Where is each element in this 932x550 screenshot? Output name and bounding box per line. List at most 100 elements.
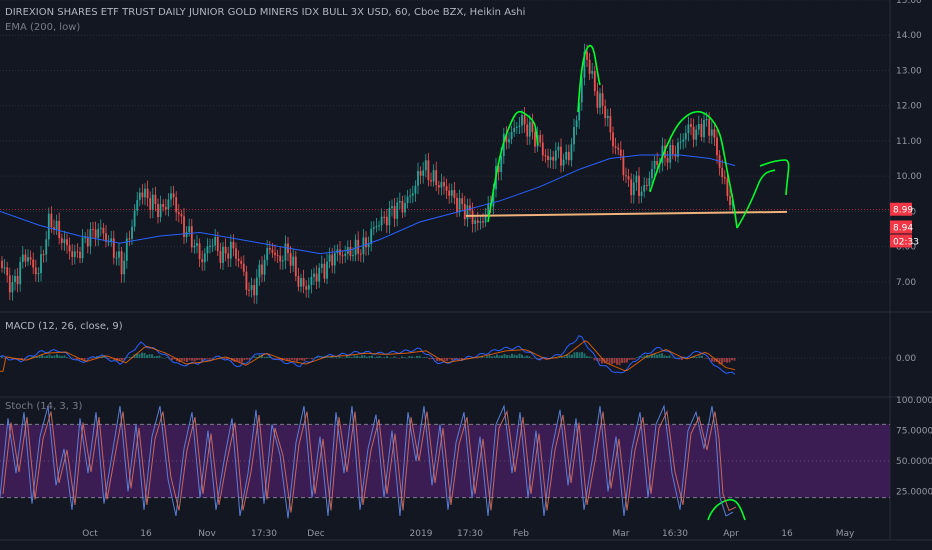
macd-histogram-bar (693, 356, 696, 358)
price-tick-label: 10.00 (896, 172, 922, 182)
time-tick-label: Feb (513, 529, 529, 539)
macd-histogram-bar (108, 358, 111, 359)
candle-body (404, 203, 406, 213)
candle-body (599, 93, 601, 108)
macd-histogram-bar (121, 358, 123, 361)
candle-body (71, 251, 74, 258)
candle-body (313, 273, 315, 277)
macd-histogram-bar (626, 358, 628, 363)
macd-histogram-bar (303, 358, 306, 361)
macd-histogram-bar (386, 356, 388, 358)
price-candles (1, 43, 734, 304)
green-drawing-curve (649, 110, 738, 229)
macd-histogram-bar (136, 353, 138, 358)
candle-body (279, 255, 282, 262)
macd-histogram-bar (48, 354, 51, 358)
macd-histogram-bar (571, 354, 573, 358)
candle-body (258, 264, 261, 278)
macd-histogram-bar (298, 358, 301, 361)
macd-histogram-bar (118, 358, 121, 361)
macd-histogram-bar (531, 358, 533, 359)
candle-body (596, 91, 599, 108)
candle-body (365, 237, 367, 248)
candle-body (552, 156, 555, 161)
candle-body (193, 245, 196, 248)
macd-histogram-bar (236, 358, 238, 361)
candle-body (458, 198, 461, 213)
macd-histogram-bar (416, 355, 418, 358)
macd-histogram-bar (438, 358, 441, 362)
macd-histogram-bar (708, 358, 711, 359)
candle-body (235, 248, 237, 259)
candle-body (440, 182, 443, 188)
candle-body (185, 231, 188, 238)
candle-body (484, 214, 487, 223)
macd-histogram-bar (223, 358, 226, 360)
candle-body (164, 207, 167, 210)
candle-body (66, 239, 68, 246)
macd-histogram-bar (513, 354, 516, 358)
macd-histogram-bar (208, 358, 211, 360)
macd-histogram-bar (51, 355, 53, 358)
macd-histogram-bar (703, 358, 706, 359)
price-tick-label: 14.00 (896, 31, 922, 41)
macd-histogram-bar (171, 358, 173, 361)
candle-body (487, 203, 490, 215)
macd-histogram-bar (141, 352, 143, 358)
macd-histogram-bar (563, 356, 566, 358)
candle-body (354, 239, 357, 256)
candle-body (723, 177, 726, 179)
candle-body (593, 71, 596, 92)
macd-histogram-bar (383, 357, 386, 358)
candle-body (162, 204, 165, 208)
candle-body (289, 253, 292, 266)
macd-histogram-bar (138, 353, 141, 358)
macd-histogram-bar (148, 354, 151, 358)
candle-body (274, 252, 276, 256)
time-tick-label: Dec (307, 529, 324, 539)
candle-body (45, 239, 48, 255)
candle-body (310, 276, 313, 285)
candle-body (284, 243, 287, 261)
macd-histogram-bar (301, 358, 303, 361)
candle-body (118, 251, 120, 258)
candle-body (547, 155, 549, 160)
candle-body (697, 123, 700, 130)
candle-body (50, 213, 53, 228)
candle-body (544, 155, 547, 157)
macd-histogram-bar (726, 358, 728, 363)
green-drawing-curve (759, 159, 790, 196)
candle-body (703, 120, 705, 138)
candle-body (651, 168, 653, 179)
candle-body (40, 254, 42, 274)
price-badge (890, 220, 912, 234)
macd-histogram-bar (311, 358, 313, 360)
macd-histogram-bar (413, 357, 416, 358)
macd-histogram-bar (318, 357, 321, 358)
candle-body (242, 263, 245, 272)
candle-body (97, 228, 100, 238)
macd-histogram-bar (553, 358, 556, 359)
macd-histogram-bar (406, 357, 408, 359)
price-badge (890, 202, 912, 216)
time-tick-label: 16:30 (662, 529, 688, 539)
stoch-legend: Stoch (14, 3, 3) (5, 401, 83, 412)
macd-histogram-bar (363, 355, 366, 358)
macd-histogram-bar (628, 358, 631, 361)
macd-histogram-bar (536, 358, 538, 359)
candle-body (422, 170, 425, 176)
macd-histogram-bar (393, 356, 396, 358)
macd-histogram-bar (523, 356, 526, 358)
macd-histogram-bar (193, 358, 196, 362)
support-line (465, 210, 788, 217)
candle-body (411, 193, 414, 196)
macd-histogram-bar (558, 356, 561, 358)
ema-line (0, 154, 736, 255)
candle-body (159, 204, 162, 218)
macd-histogram-bar (351, 357, 353, 358)
candle-body (690, 124, 692, 127)
candle-body (131, 226, 133, 239)
macd-histogram-bar (246, 358, 248, 360)
candle-body (224, 246, 227, 254)
candle-body (136, 200, 139, 211)
